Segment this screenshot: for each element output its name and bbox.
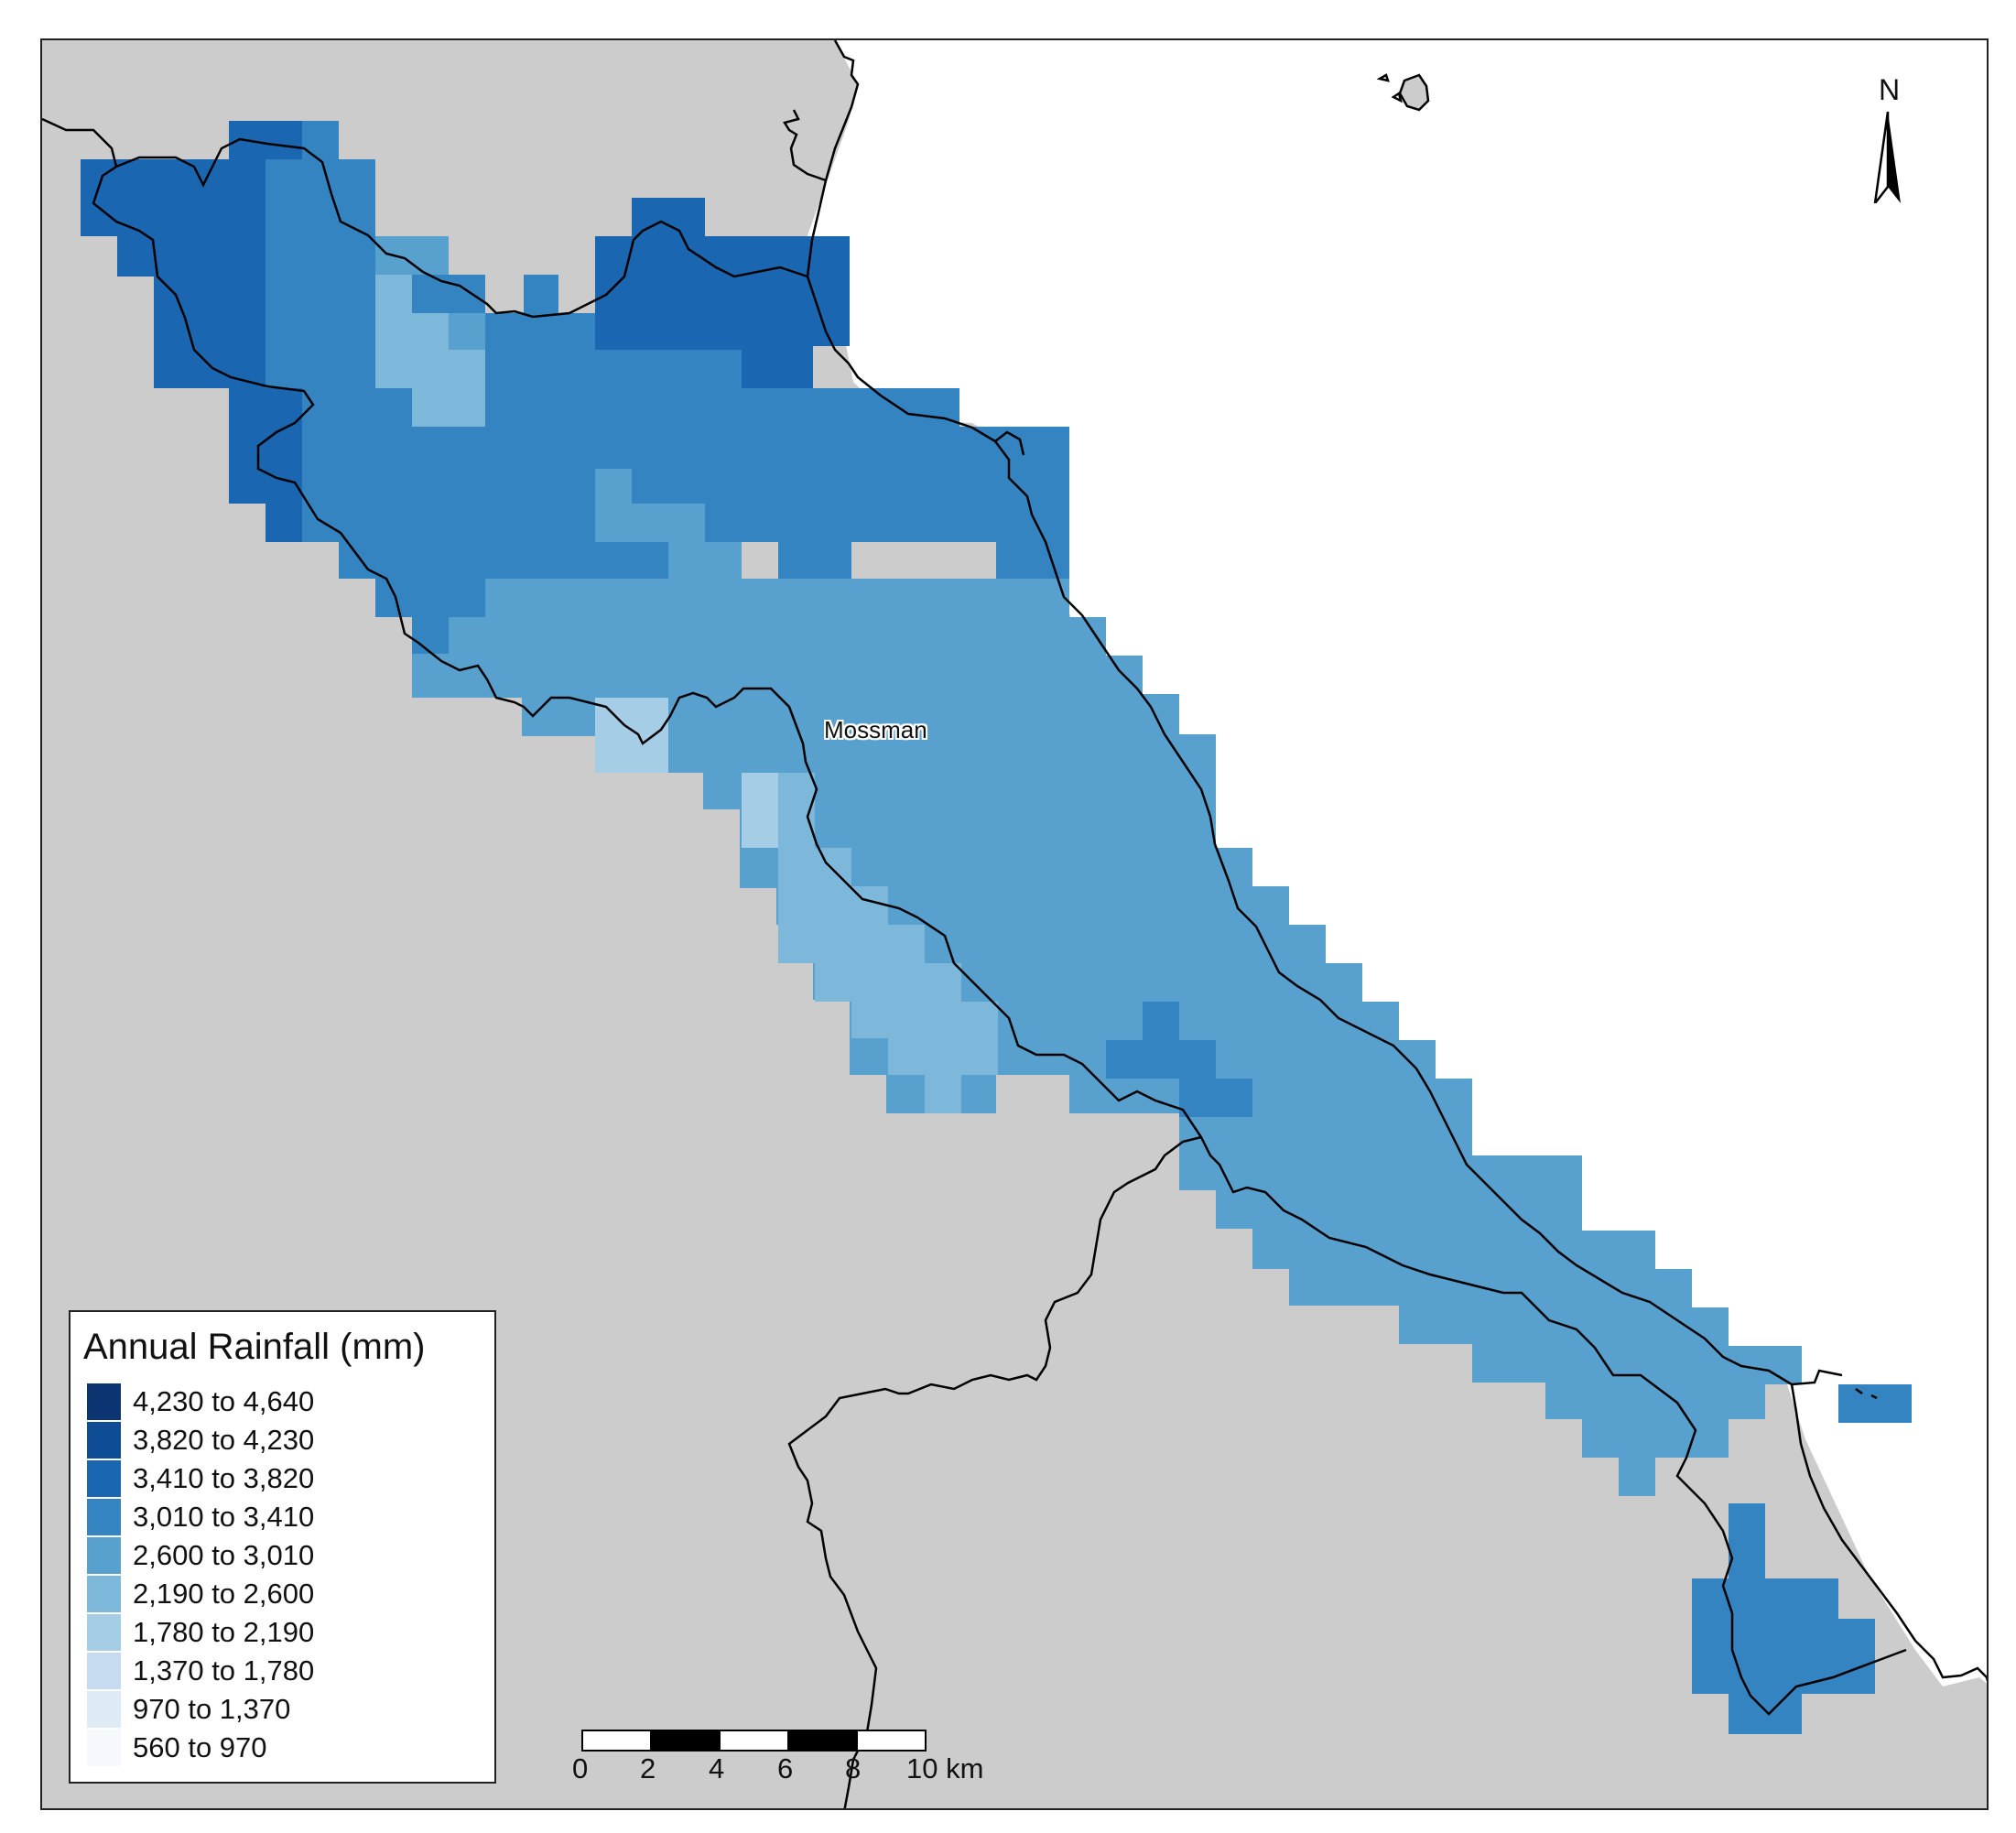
raster-class-1780-2190	[742, 773, 778, 848]
legend-label: 3,010 to 3,410	[133, 1501, 315, 1533]
map-frame	[40, 38, 1989, 1810]
legend-swatch	[87, 1422, 121, 1459]
raster-class-2190-2600	[375, 275, 485, 427]
scale-tick-label: 6	[777, 1752, 794, 1784]
legend-label: 1,370 to 1,780	[133, 1654, 315, 1687]
legend-label: 4,230 to 4,640	[133, 1385, 315, 1417]
scale-bar	[581, 1730, 927, 1752]
raster-class-3010-3410	[266, 121, 1069, 654]
scale-tick-label: 0	[572, 1752, 589, 1784]
north-arrow-icon	[1873, 112, 1901, 203]
legend-swatch	[87, 1614, 121, 1651]
legend-label: 1,780 to 2,190	[133, 1616, 315, 1648]
legend-swatch	[87, 1537, 121, 1574]
legend-swatch	[87, 1653, 121, 1689]
north-label: N	[1879, 73, 1901, 106]
raster-class-3410-3820	[81, 121, 302, 542]
legend-label: 560 to 970	[133, 1731, 267, 1763]
legend-swatch	[87, 1383, 121, 1420]
raster-class-3410-3820	[595, 198, 850, 388]
inlet	[994, 430, 1025, 456]
legend-swatch	[87, 1730, 121, 1766]
scale-tick-label: 8	[845, 1752, 862, 1784]
raster-class-1780-2190	[595, 698, 668, 773]
district-boundary	[787, 1135, 1202, 1808]
islet	[1376, 73, 1403, 103]
legend-label: 2,190 to 2,600	[133, 1578, 315, 1610]
scale-tick-label: 4	[709, 1752, 725, 1784]
place-label: Mossman	[824, 716, 927, 743]
legend-swatch	[87, 1460, 121, 1497]
catchment-boundary-north	[115, 137, 808, 319]
legend-swatch	[87, 1499, 121, 1535]
scale-tick-label: 10 km	[906, 1752, 984, 1784]
inlet	[783, 109, 827, 182]
legend-label: 3,410 to 3,820	[133, 1462, 315, 1494]
raster-class-3010-3410	[1838, 1384, 1912, 1423]
legend-label: 3,820 to 4,230	[133, 1424, 315, 1456]
raster-class-2190-2600	[778, 773, 998, 1113]
legend-label: 2,600 to 3,010	[133, 1539, 315, 1571]
legend-title: Annual Rainfall (mm)	[83, 1327, 426, 1367]
raster-class-2600-3010	[412, 469, 1802, 1496]
catchment-boundary	[42, 117, 1907, 1716]
coastline	[806, 40, 1987, 1682]
legend-swatch	[87, 1691, 121, 1728]
legend: Annual Rainfall (mm) 4,230 to 4,640 3,820…	[69, 1310, 496, 1784]
rainfall-raster	[81, 121, 1912, 1734]
scale-tick-label: 2	[640, 1752, 656, 1784]
legend-label: 970 to 1,370	[133, 1693, 291, 1725]
legend-swatch	[87, 1576, 121, 1612]
raster-class-3010-3410	[1106, 1002, 1252, 1117]
inlet	[1791, 1369, 1878, 1400]
island	[1398, 73, 1430, 112]
map-canvas[interactable]	[42, 40, 1989, 1810]
raster-class-3010-3410	[1692, 1503, 1875, 1734]
